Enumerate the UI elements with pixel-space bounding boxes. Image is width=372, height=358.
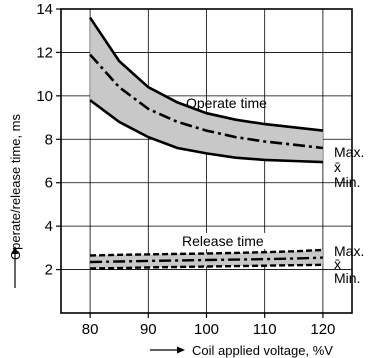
annotation-operate-time: Operate time [186, 95, 267, 111]
label-operate-max: Max. [334, 144, 364, 160]
label-release-mean: x̄ [334, 256, 341, 272]
x-axis-arrow [150, 346, 185, 354]
operate-max-line [89, 16, 324, 132]
label-operate-min: Min. [334, 174, 360, 190]
x-tick-label-110: 110 [253, 321, 277, 338]
y-tick-label-4: 4 [45, 218, 53, 235]
axis-ticks: 2 4 6 8 10 12 14 80 90 100 110 120 [36, 1, 335, 338]
release-mean-line [90, 256, 323, 264]
operate-min-line [89, 99, 323, 164]
y-tick-label-12: 12 [36, 44, 53, 61]
y-tick-label-10: 10 [36, 88, 53, 105]
annotation-release-time: Release time [182, 233, 264, 249]
y-tick-label-14: 14 [36, 1, 53, 18]
label-operate-mean: x̄ [334, 159, 341, 175]
operate-band [90, 17, 323, 163]
x-tick-label-90: 90 [140, 321, 157, 338]
release-max-line [90, 248, 323, 257]
operate-mean-line [89, 53, 324, 150]
label-release-min: Min. [334, 270, 360, 286]
release-min-line [90, 263, 323, 270]
y-tick-label-8: 8 [45, 131, 53, 148]
release-label-bg [180, 233, 284, 249]
x-tick-label-80: 80 [82, 321, 99, 338]
x-axis-label: Coil applied voltage, %V [192, 343, 333, 358]
y-tick-label-2: 2 [45, 262, 53, 279]
y-axis-label: Operate/release time, ms [8, 114, 23, 260]
x-tick-label-100: 100 [194, 321, 219, 338]
y-tick-label-6: 6 [45, 175, 53, 192]
label-release-max: Max. [334, 243, 364, 259]
series-lines [89, 16, 324, 270]
y-axis-arrow [11, 246, 19, 288]
x-tick-label-120: 120 [310, 321, 335, 338]
